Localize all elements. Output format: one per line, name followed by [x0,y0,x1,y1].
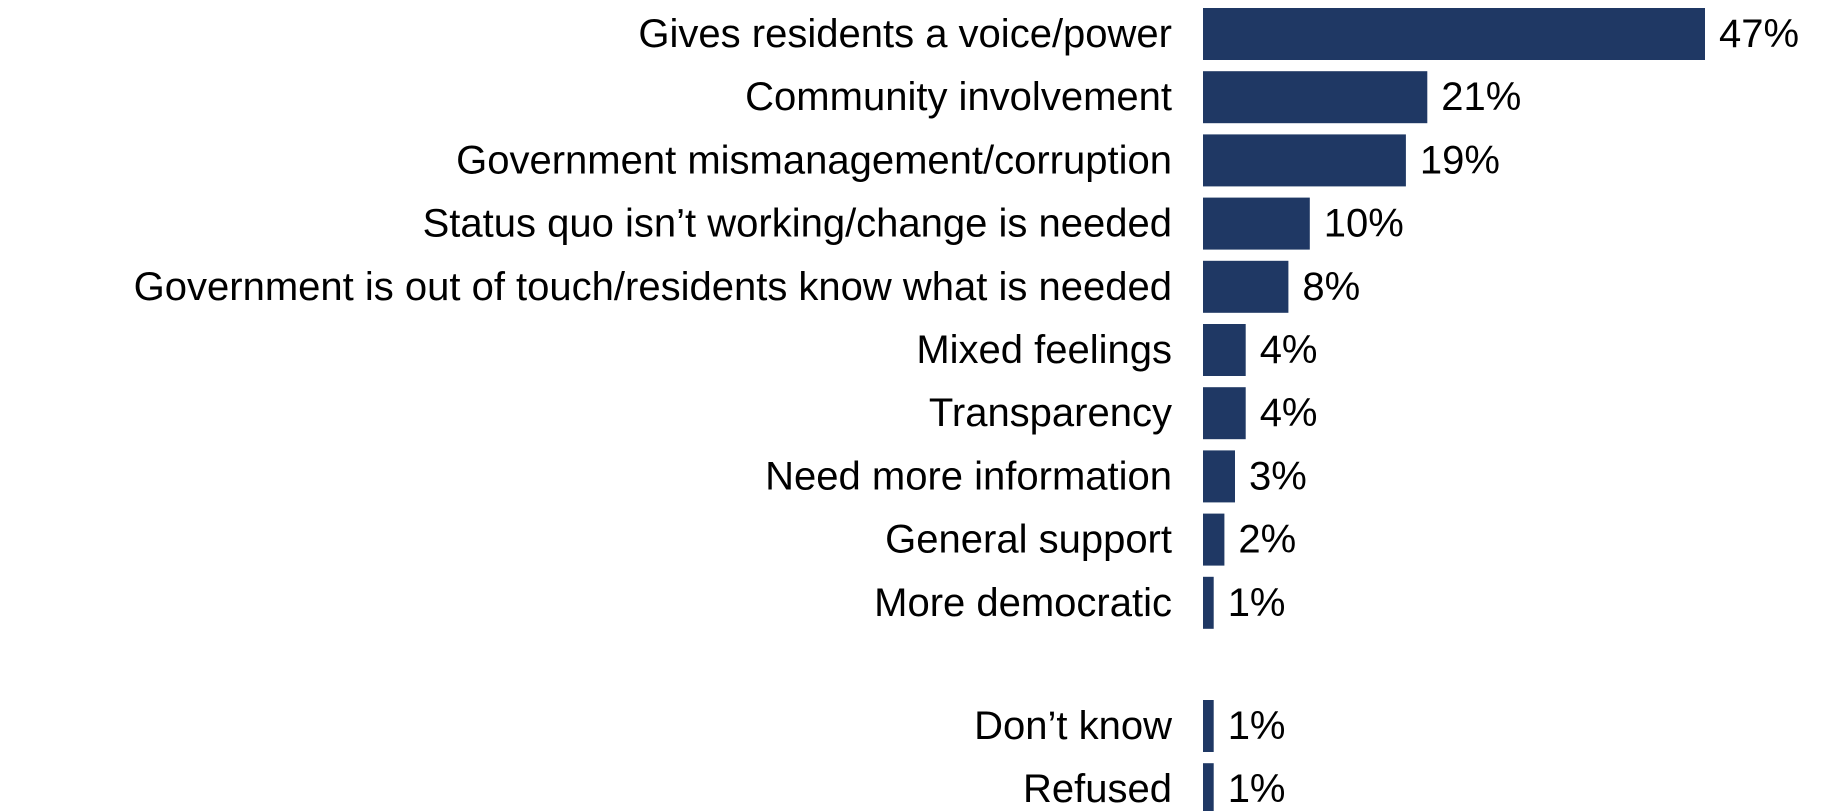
value-label-mixed-feelings: 4% [1260,328,1318,372]
bar-community-involvement [1203,71,1428,124]
category-label-mixed-feelings: Mixed feelings [916,328,1172,372]
category-labels-group: Gives residents a voice/power Community i… [134,12,1172,811]
value-label-need-more-information: 3% [1249,454,1307,498]
value-label-general-support: 2% [1238,518,1296,562]
value-label-government-is-out-of-touch-residents-know-what-is-needed: 8% [1302,265,1360,309]
value-label-don-t-know: 1% [1228,704,1286,748]
bar-government-mismanagement-corruption [1203,134,1406,187]
value-label-transparency: 4% [1260,391,1318,435]
bar-don-t-know [1203,700,1214,752]
bars-group [1203,8,1705,811]
value-labels-group: 47% 21% 19% 10% 8% 4% 4% 3% 2% 1% 1% 1% [1228,12,1799,811]
bar-general-support [1203,513,1225,566]
category-label-government-is-out-of-touch-residents-know-what-is-needed: Government is out of touch/residents kno… [134,265,1172,309]
bar-more-democratic [1203,576,1214,629]
bar-gives-residents-a-voice-power [1203,8,1705,60]
category-label-community-involvement: Community involvement [745,75,1172,119]
value-label-government-mismanagement-corruption: 19% [1420,138,1500,182]
category-label-transparency: Transparency [929,391,1172,435]
category-label-don-t-know: Don’t know [974,704,1172,748]
value-label-more-democratic: 1% [1228,581,1286,625]
bar-need-more-information [1203,450,1235,503]
value-label-refused: 1% [1228,767,1286,811]
category-label-refused: Refused [1023,767,1172,811]
value-label-community-involvement: 21% [1441,75,1521,119]
bar-refused [1203,763,1214,811]
bar-government-is-out-of-touch-residents-know-what-is-needed [1203,260,1289,313]
category-label-need-more-information: Need more information [765,454,1172,498]
category-label-general-support: General support [885,518,1172,562]
category-label-gives-residents-a-voice-power: Gives residents a voice/power [638,12,1172,56]
category-label-government-mismanagement-corruption: Government mismanagement/corruption [456,138,1172,182]
value-label-gives-residents-a-voice-power: 47% [1719,12,1799,56]
bar-status-quo-isn-t-working-change-is-needed [1203,197,1310,250]
value-label-status-quo-isn-t-working-change-is-needed: 10% [1324,202,1404,246]
category-label-status-quo-isn-t-working-change-is-needed: Status quo isn’t working/change is neede… [423,202,1172,246]
bar-mixed-feelings [1203,324,1246,376]
bar-transparency [1203,387,1246,440]
category-label-more-democratic: More democratic [874,581,1172,625]
